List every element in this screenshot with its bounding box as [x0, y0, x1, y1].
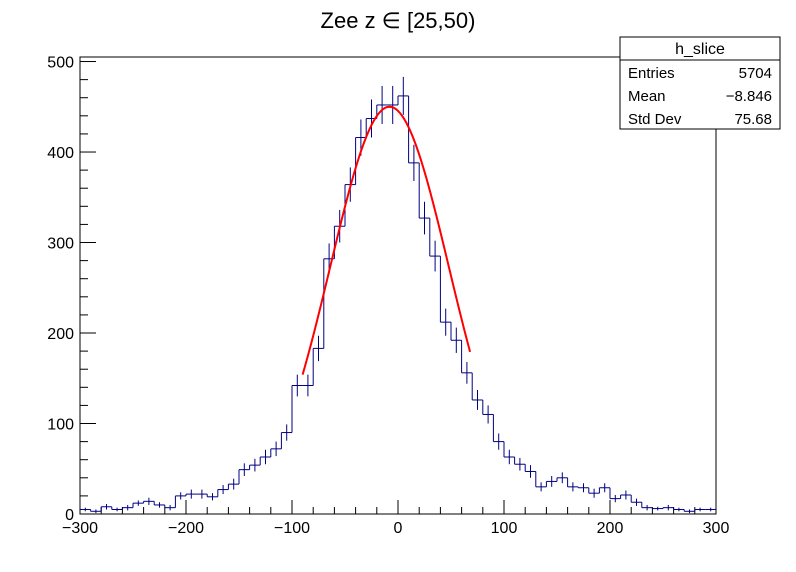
stats-entries-value: 5704	[739, 65, 772, 82]
x-tick-label: −300	[62, 520, 98, 537]
x-tick-label: −200	[168, 520, 204, 537]
gaussian-fit	[301, 105, 472, 375]
stats-mean-label: Mean	[628, 88, 666, 105]
y-tick-label: 0	[65, 507, 74, 524]
stats-stddev-value: 75.68	[734, 111, 772, 128]
plot-frame	[79, 56, 717, 515]
x-tick-label: 0	[394, 520, 403, 537]
stats-mean-value: −8.846	[726, 88, 772, 105]
stats-entries-label: Entries	[628, 65, 675, 82]
axis-ticks	[79, 61, 717, 515]
stats-box-name: h_slice	[675, 41, 725, 58]
fit-curve	[301, 105, 472, 375]
x-tick-label: 200	[597, 520, 624, 537]
y-tick-label: 200	[47, 326, 74, 343]
axis-tick-labels: −300 −200 −100 0 100 200 300 0 100 200 300 400 500	[47, 55, 729, 537]
y-tick-label: 400	[47, 145, 74, 162]
stats-stddev-label: Std Dev	[628, 111, 682, 128]
stats-box-frame	[619, 36, 781, 130]
x-tick-label: 100	[491, 520, 518, 537]
x-tick-label: −100	[274, 520, 310, 537]
stats-box: h_slice Entries 5704 Mean −8.846 Std Dev…	[619, 36, 781, 130]
y-tick-label: 500	[47, 55, 74, 72]
chart-title: Zee z ∈ [25,50)	[321, 8, 476, 33]
y-tick-label: 300	[47, 236, 74, 253]
x-tick-label: 300	[703, 520, 730, 537]
y-tick-label: 100	[47, 417, 74, 434]
